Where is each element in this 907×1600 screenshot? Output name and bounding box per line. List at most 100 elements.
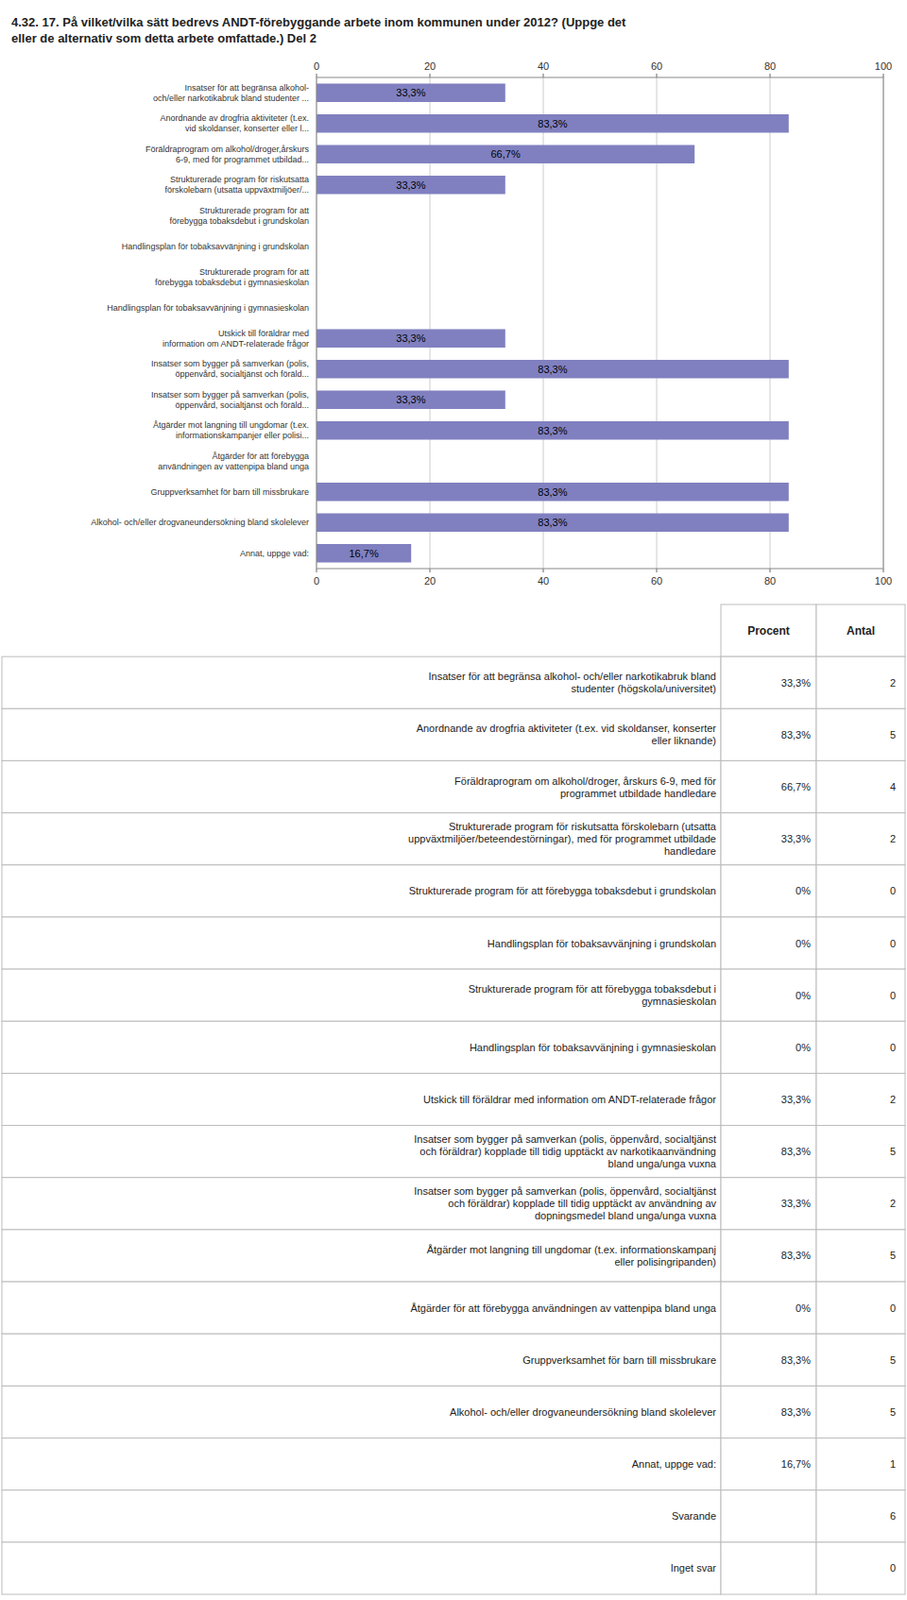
- tick-label: 80: [764, 60, 776, 72]
- data-label: 83,3%: [537, 363, 567, 376]
- table-header: Procent: [747, 624, 790, 638]
- tick-mark: [316, 73, 318, 78]
- tick-label: 20: [424, 60, 436, 72]
- table-cell: [816, 1021, 906, 1074]
- table-cell: [720, 1282, 817, 1335]
- tick-mark: [543, 568, 545, 573]
- bar: [316, 329, 506, 349]
- table-cell: [1, 917, 721, 970]
- category-label: Handlingsplan för tobaksavvänjning i gru…: [121, 241, 309, 252]
- tick-mark: [316, 568, 318, 573]
- table-count: 5: [889, 1406, 896, 1419]
- table-cell: [720, 1386, 817, 1438]
- table-cell: [816, 813, 906, 866]
- table-cell: [1, 656, 721, 709]
- table-cell: [1, 1542, 721, 1595]
- table-cell: [720, 604, 817, 657]
- table-count: 0: [889, 938, 896, 950]
- grid: [316, 73, 884, 573]
- text-line: Föräldraprogram om alkohol/droger, årsku…: [454, 775, 717, 788]
- table-percent: 33,3%: [781, 1094, 811, 1106]
- data-label: 66,7%: [490, 148, 520, 160]
- table-cell: [816, 969, 906, 1022]
- text-line: studenter (högskola/universitet): [571, 683, 717, 695]
- table-cell: [816, 656, 906, 709]
- data-label: 83,3%: [537, 118, 567, 130]
- text-line: Insatser för att begränsa alkohol-: [184, 83, 309, 93]
- tick-label: 40: [537, 575, 549, 587]
- table-cell: [720, 656, 817, 709]
- table-label: Åtgärder mot langning till ungdomar (t.e…: [427, 1244, 717, 1268]
- table-percent: 0%: [795, 1302, 811, 1315]
- table-cell: [816, 1334, 906, 1387]
- text-line: eller liknande): [651, 735, 717, 747]
- table-label: Åtgärder för att förebygga användningen …: [410, 1302, 717, 1315]
- text-line: Strukturerade program för att förebygga …: [409, 885, 717, 897]
- text-line: 6-9, med för programmet utbildad...: [175, 154, 309, 165]
- table-cell: [720, 1021, 817, 1074]
- category-label: Föräldraprogram om alkohol/droger,årskur…: [145, 144, 310, 165]
- text-line: Utskick till föräldrar med: [218, 328, 309, 339]
- tick-mark: [656, 73, 658, 78]
- table-cell: [720, 969, 817, 1022]
- table-count: 4: [889, 781, 896, 793]
- table-label: Strukturerade program för att förebygga …: [468, 983, 717, 1008]
- text-line: Insatser för att begränsa alkohol- och/e…: [427, 670, 717, 683]
- table-percent: 66,7%: [781, 781, 811, 793]
- bar: [316, 175, 506, 195]
- bars: [316, 84, 789, 564]
- data-label: 33,3%: [395, 393, 426, 406]
- table-cell: [720, 1490, 817, 1543]
- page: 4.32. 17. På vilket/vilka sätt bedrevs A…: [0, 0, 907, 1600]
- table-label: Strukturerade program för riskutsatta fö…: [408, 821, 718, 857]
- tick-label: 0: [313, 575, 320, 587]
- category-label: Anordnande av drogfria aktiviteter (t.ex…: [159, 113, 309, 134]
- table-label: Inget svar: [670, 1562, 718, 1575]
- table-count: 6: [889, 1510, 896, 1523]
- table-count: 5: [889, 1354, 896, 1367]
- table-cell: [816, 708, 906, 761]
- bar: [316, 482, 789, 502]
- table-cell: [1, 1178, 721, 1231]
- table-label: Annat, uppge vad:: [632, 1458, 717, 1471]
- text-line: Strukturerade program för att förebygga …: [468, 983, 717, 995]
- tick-mark: [883, 568, 885, 573]
- text-line: öppenvård, socialtjänst och föräld...: [174, 369, 309, 379]
- table-cell: [816, 917, 906, 970]
- table-cell: [720, 1438, 817, 1491]
- table-label: Handlingsplan för tobaksavvänjning i gru…: [487, 938, 717, 950]
- table-cell: [816, 604, 906, 657]
- table-label: Insatser som bygger på samverkan (polis,…: [413, 1185, 718, 1222]
- text-line: Åtgärder för att förebygga: [211, 451, 309, 462]
- bar: [316, 114, 789, 134]
- table-label: Strukturerade program för att förebygga …: [409, 885, 717, 897]
- text-line: och föräldrar) kopplade till tidig upptä…: [419, 1146, 717, 1158]
- table-cell: [816, 1438, 906, 1491]
- table-cell: [1, 969, 721, 1022]
- table-label: Föräldraprogram om alkohol/droger, årsku…: [454, 775, 717, 800]
- table-label: Insatser som bygger på samverkan (polis,…: [413, 1133, 718, 1170]
- table-cell: [720, 1073, 817, 1126]
- tick-mark: [429, 568, 431, 573]
- text-line: informationskampanjer eller polisi...: [175, 430, 309, 441]
- category-label: Strukturerade program för attförebygga t…: [154, 267, 310, 288]
- table-cell: [720, 917, 817, 970]
- table-cell: [816, 1282, 906, 1335]
- category-label: Strukturerade program för attförebygga t…: [169, 205, 309, 226]
- bar: [316, 421, 789, 441]
- category-label: Annat, uppge vad:: [239, 548, 309, 559]
- table-label: Anordnande av drogfria aktiviteter (t.ex…: [416, 722, 718, 747]
- table-percent: 0%: [795, 885, 811, 897]
- tick-label: 0: [313, 60, 320, 72]
- bar: [316, 544, 411, 564]
- text-line: Anordnande av drogfria aktiviteter (t.ex…: [159, 113, 309, 123]
- tick-label: 80: [764, 575, 776, 587]
- table-cell: [720, 1542, 817, 1595]
- text-line: Strukturerade program för att: [199, 267, 310, 277]
- text-line: Insatser som bygger på samverkan (polis,: [151, 359, 309, 369]
- table-percent: 33,3%: [781, 1197, 811, 1210]
- table-count: 0: [889, 1302, 896, 1315]
- text-line: öppenvård, socialtjänst och föräld...: [174, 400, 309, 411]
- background: [0, 0, 907, 1600]
- table-percent: 0%: [795, 1042, 811, 1054]
